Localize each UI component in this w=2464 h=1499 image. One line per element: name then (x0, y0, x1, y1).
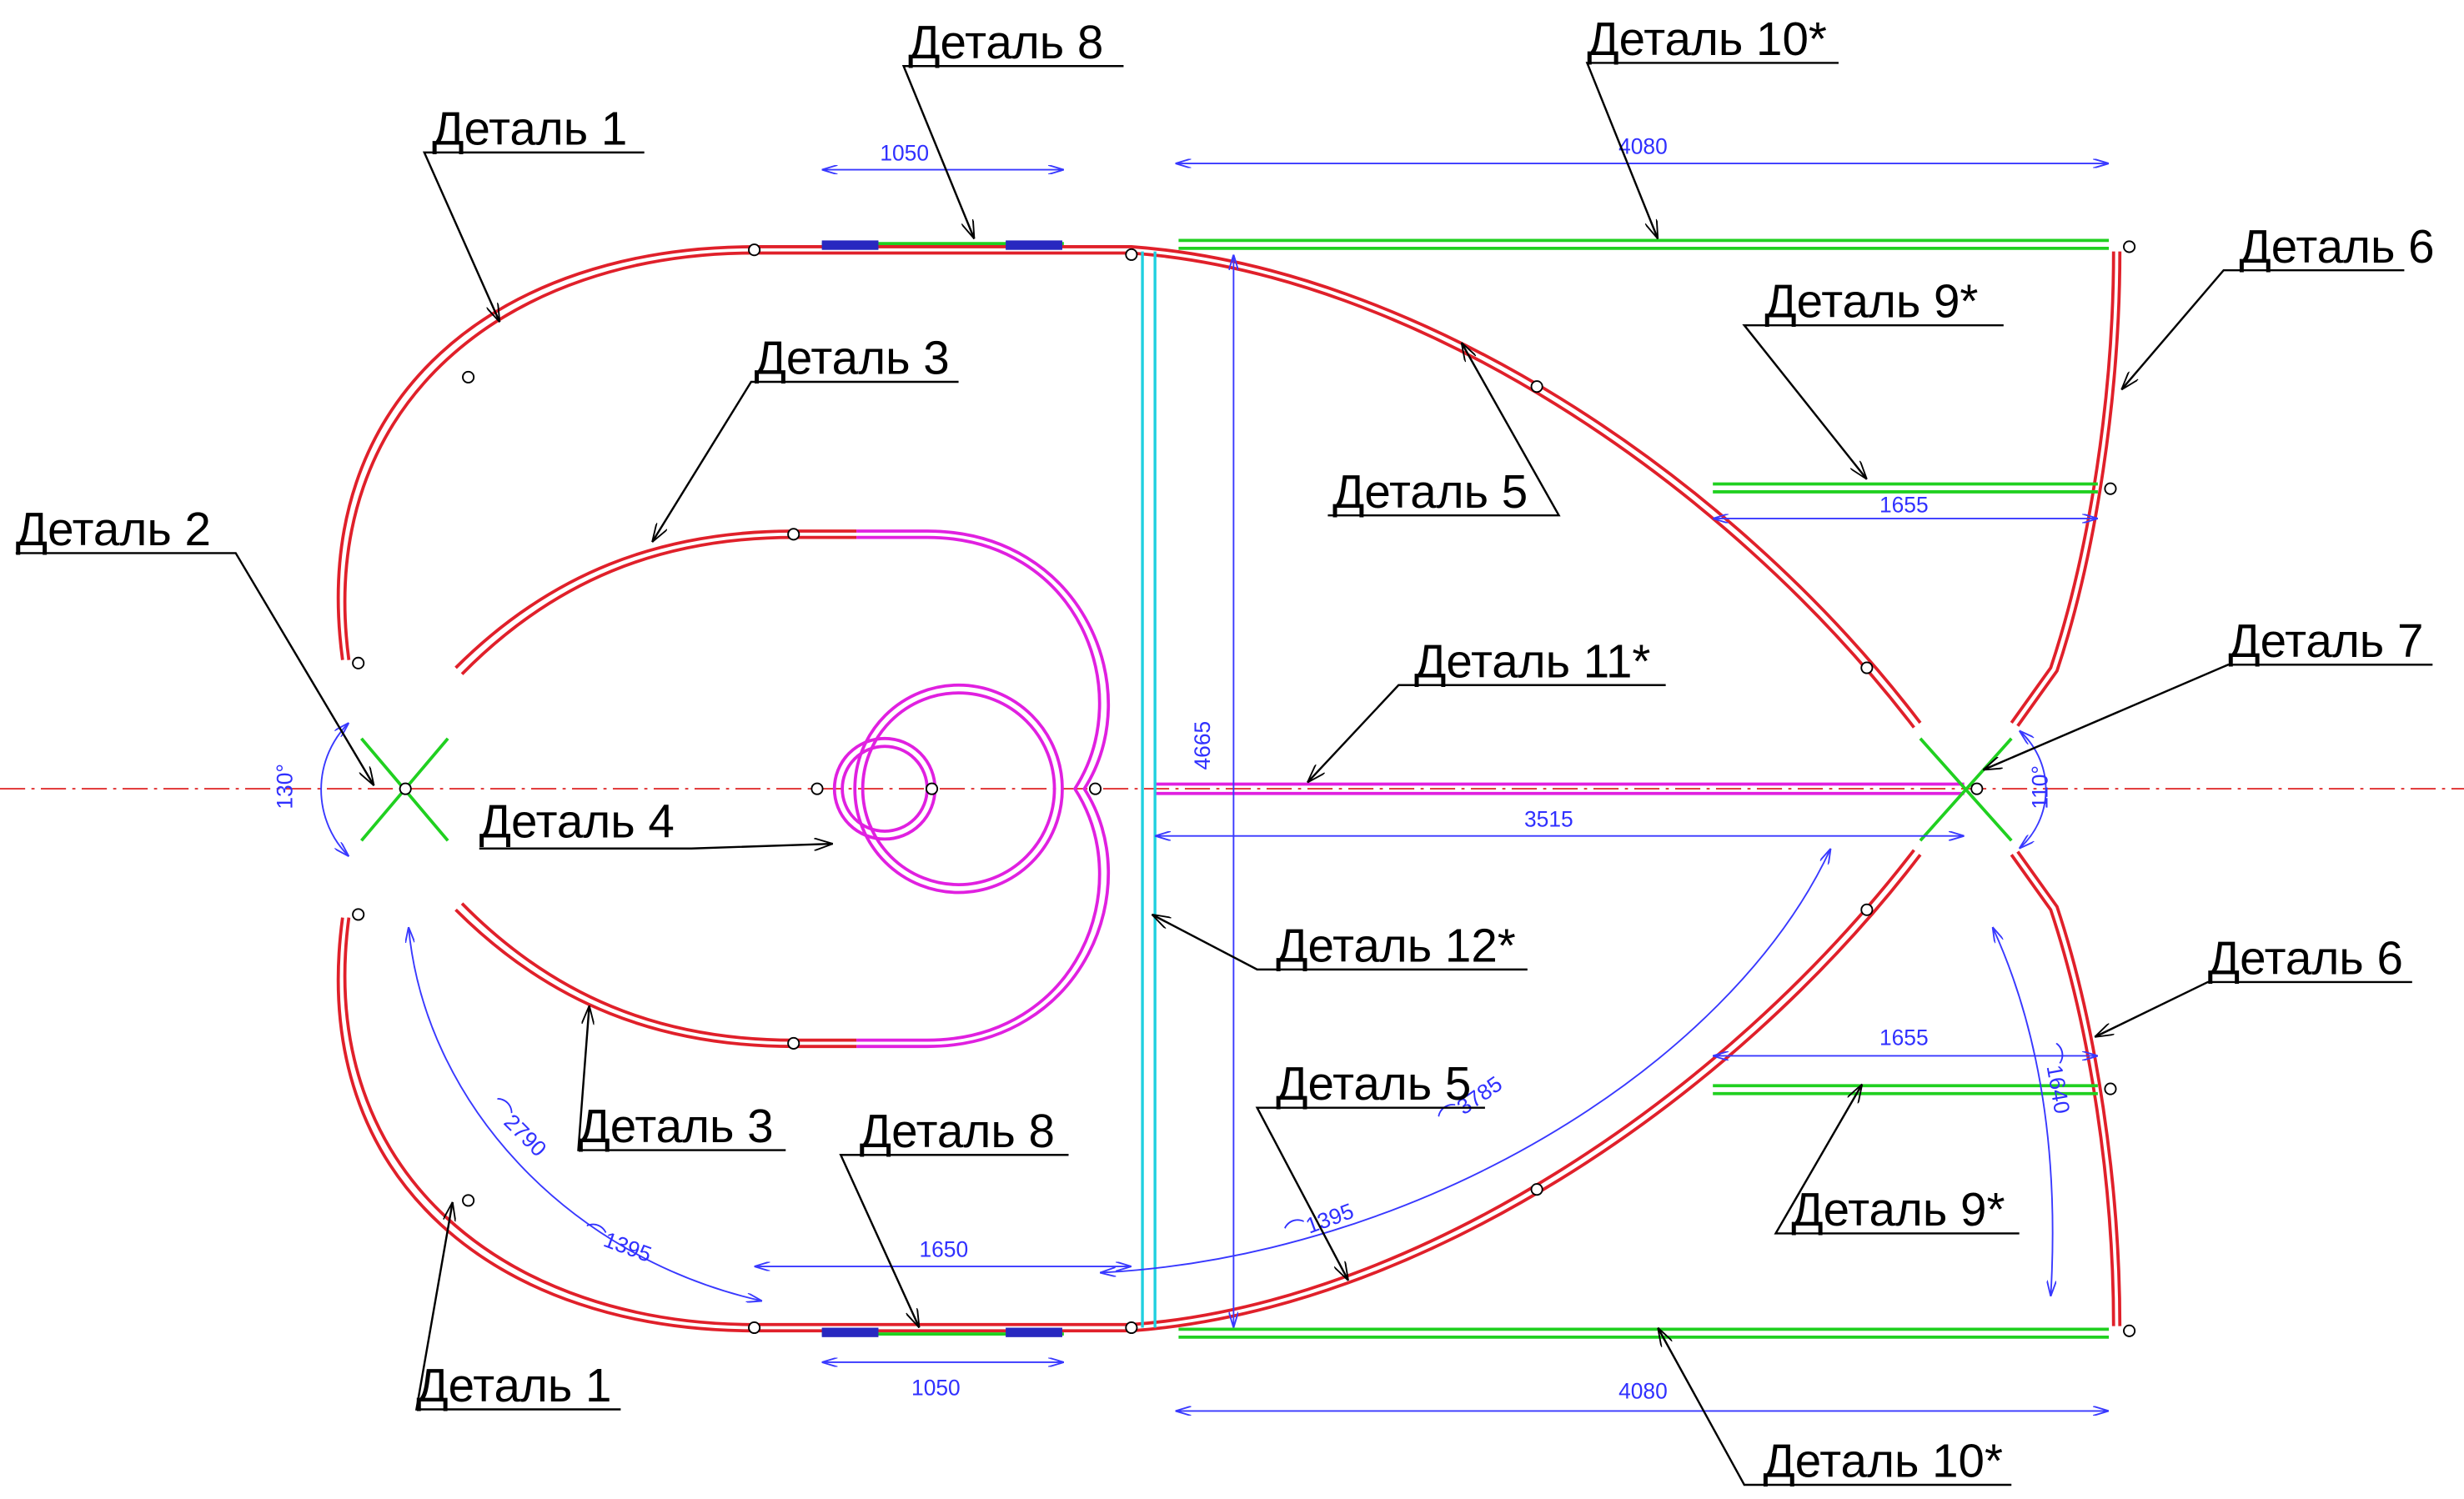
callout: Деталь 6 (2240, 220, 2435, 273)
callout: Деталь 2 (16, 503, 211, 555)
dimension: 1655 (1879, 492, 1929, 517)
callout: Деталь 9* (1791, 1183, 2005, 1236)
dimension: 4665 (1190, 721, 1215, 770)
callout: Деталь 7 (2228, 614, 2423, 667)
dimension: 3515 (1524, 806, 1573, 831)
callout: Деталь 1 (416, 1359, 611, 1411)
dimension: 1050 (880, 140, 929, 165)
dimension: 130° (273, 764, 298, 810)
dimension: 1050 (911, 1376, 961, 1401)
dimension: 4080 (1618, 1378, 1668, 1403)
callout: Деталь 12* (1276, 919, 1516, 971)
callout: Деталь 5 (1332, 465, 1528, 518)
dimension: 1650 (919, 1237, 968, 1262)
callout: Деталь 10* (1587, 13, 1827, 65)
callout: Деталь 9* (1764, 275, 1978, 328)
dimension: ⌒2790 (484, 1094, 551, 1161)
dimension: 4080 (1618, 134, 1668, 159)
dimension: 1655 (1879, 1025, 1929, 1050)
callout: Деталь 3 (755, 332, 950, 384)
dimension: ⌒1395 (580, 1220, 655, 1267)
callouts (15, 62, 2433, 1486)
callout: Деталь 6 (2208, 931, 2403, 984)
callout: Деталь 11* (1414, 634, 1650, 687)
callout: Деталь 8 (860, 1105, 1055, 1157)
callout: Деталь 5 (1276, 1057, 1471, 1110)
callout: Деталь 10* (1763, 1435, 2003, 1487)
callout: Деталь 8 (908, 16, 1103, 68)
geometry (0, 238, 2464, 1339)
dimension: 110° (2028, 765, 2053, 810)
dimension: ⌒1395 (1282, 1198, 1357, 1246)
callout: Деталь 3 (579, 1100, 774, 1152)
callout: Деталь 4 (479, 795, 675, 848)
callout-texts: Деталь 1 Деталь 8 Деталь 10* Деталь 3 Де… (16, 13, 2435, 1487)
dimension-lines (320, 163, 2110, 1411)
callout: Деталь 1 (432, 102, 627, 154)
